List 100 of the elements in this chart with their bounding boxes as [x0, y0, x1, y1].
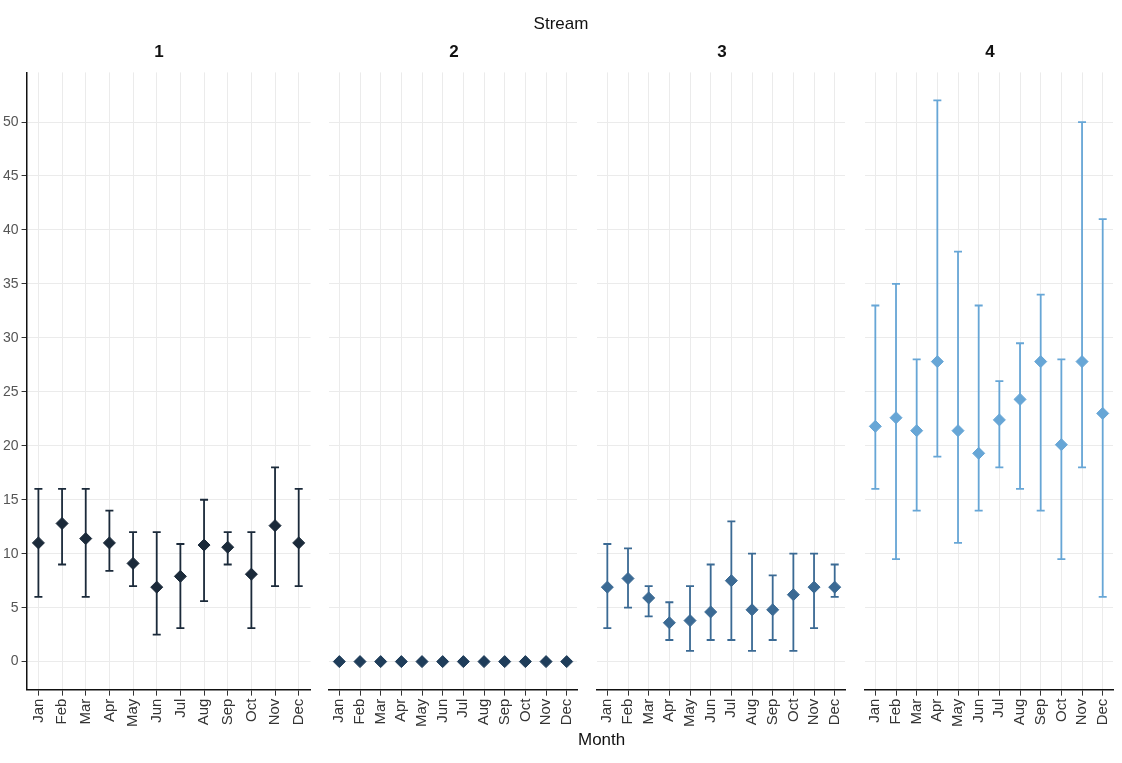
point [1034, 355, 1048, 369]
point [766, 603, 780, 617]
y-tick-label: 30 [2, 328, 19, 345]
x-tick-label: Feb [350, 698, 368, 725]
x-tick-label: Sep [217, 698, 235, 726]
x-tick-label: Aug [474, 698, 492, 726]
point [197, 538, 211, 552]
x-tick-label: Nov [265, 698, 283, 726]
x-tick-label: May [412, 698, 430, 728]
point [683, 614, 697, 628]
x-tick-label: Jul [989, 698, 1007, 718]
point [1096, 406, 1110, 420]
x-tick-label: May [680, 698, 698, 728]
point [55, 516, 69, 530]
x-tick-label: Jun [968, 698, 986, 723]
point [79, 532, 93, 546]
point [173, 569, 187, 583]
x-tick-label: Mar [75, 698, 93, 725]
x-tick-label: Mar [906, 698, 924, 725]
x-tick-label: May [948, 698, 966, 728]
x-tick-label: May [123, 698, 141, 728]
x-tick-label: Sep [1030, 698, 1048, 726]
point [268, 519, 282, 533]
x-tick-label: Apr [99, 698, 117, 723]
point [102, 536, 116, 550]
x-tick-label: Aug [742, 698, 760, 726]
x-tick-label: Apr [391, 698, 409, 723]
point [704, 605, 718, 619]
x-tick-label: Nov [1072, 698, 1090, 726]
y-tick-label: 0 [10, 652, 19, 669]
x-tick-label: Nov [804, 698, 822, 726]
x-tick-label: Mar [370, 698, 388, 725]
point [807, 580, 821, 594]
chart-title: 1 [154, 41, 164, 61]
x-tick-label: Jan [28, 698, 46, 723]
x-tick-label: Feb [618, 698, 636, 725]
point [244, 567, 258, 581]
chart-title: 3 [717, 41, 727, 61]
y-tick-label: 35 [2, 274, 19, 291]
text: Stream [533, 14, 589, 33]
x-tick-label: Apr [927, 698, 945, 723]
y-tick-label: 15 [2, 490, 19, 507]
chart-title: 2 [449, 41, 459, 61]
point [889, 411, 903, 425]
x-tick-label: Apr [659, 698, 677, 723]
point [642, 591, 656, 605]
x-tick-label: Jul [170, 698, 188, 718]
point [910, 424, 924, 438]
chart-title: 4 [985, 41, 996, 61]
x-tick-label: Jan [865, 698, 883, 723]
point [992, 413, 1006, 427]
y-tick-label: 20 [2, 436, 19, 453]
point [150, 580, 164, 594]
point [221, 540, 235, 554]
point [1013, 392, 1027, 406]
x-tick-label: Oct [241, 697, 259, 723]
x-tick-label: Sep [494, 698, 512, 726]
x-tick-label: Jan [597, 698, 615, 723]
x-tick-label: Aug [194, 698, 212, 726]
x-tick-label: Jul [721, 698, 739, 718]
x-tick-label: Oct [515, 697, 533, 723]
x-tick-label: Oct [1051, 697, 1069, 723]
point [828, 580, 842, 594]
x-tick-label: Jun [700, 698, 718, 723]
x-tick-label: Feb [886, 698, 904, 725]
y-tick-label: 45 [2, 166, 19, 183]
x-tick-label: Sep [762, 698, 780, 726]
x-tick-label: Dec [288, 698, 306, 726]
point [292, 536, 306, 550]
y-tick-label: 50 [2, 112, 19, 129]
x-tick-label: Nov [536, 698, 554, 726]
point [31, 536, 45, 550]
y-tick-label: 40 [2, 220, 19, 237]
point [600, 580, 614, 594]
point [126, 556, 140, 570]
point [951, 424, 965, 438]
x-tick-label: Dec [1092, 698, 1110, 726]
y-tick-label: 10 [2, 544, 19, 561]
x-tick-label: Jun [432, 698, 450, 723]
point [868, 419, 882, 433]
x-axis-title: Month [578, 730, 626, 750]
x-tick-label: Mar [638, 698, 656, 725]
point [724, 574, 738, 588]
y-tick-label: 5 [10, 598, 19, 615]
point [972, 446, 986, 460]
x-tick-label: Aug [1010, 698, 1028, 726]
x-tick-label: Dec [556, 698, 574, 726]
point [1054, 438, 1068, 452]
x-tick-label: Jun [146, 698, 164, 723]
x-tick-label: Dec [824, 698, 842, 726]
point [786, 588, 800, 602]
x-tick-label: Jan [329, 698, 347, 723]
y-tick-label: 25 [2, 382, 19, 399]
point [745, 603, 759, 617]
point [662, 616, 676, 630]
x-tick-label: Feb [52, 698, 70, 725]
point [1075, 355, 1089, 369]
x-tick-label: Oct [783, 697, 801, 723]
point [621, 572, 635, 586]
x-tick-label: Jul [453, 698, 471, 718]
